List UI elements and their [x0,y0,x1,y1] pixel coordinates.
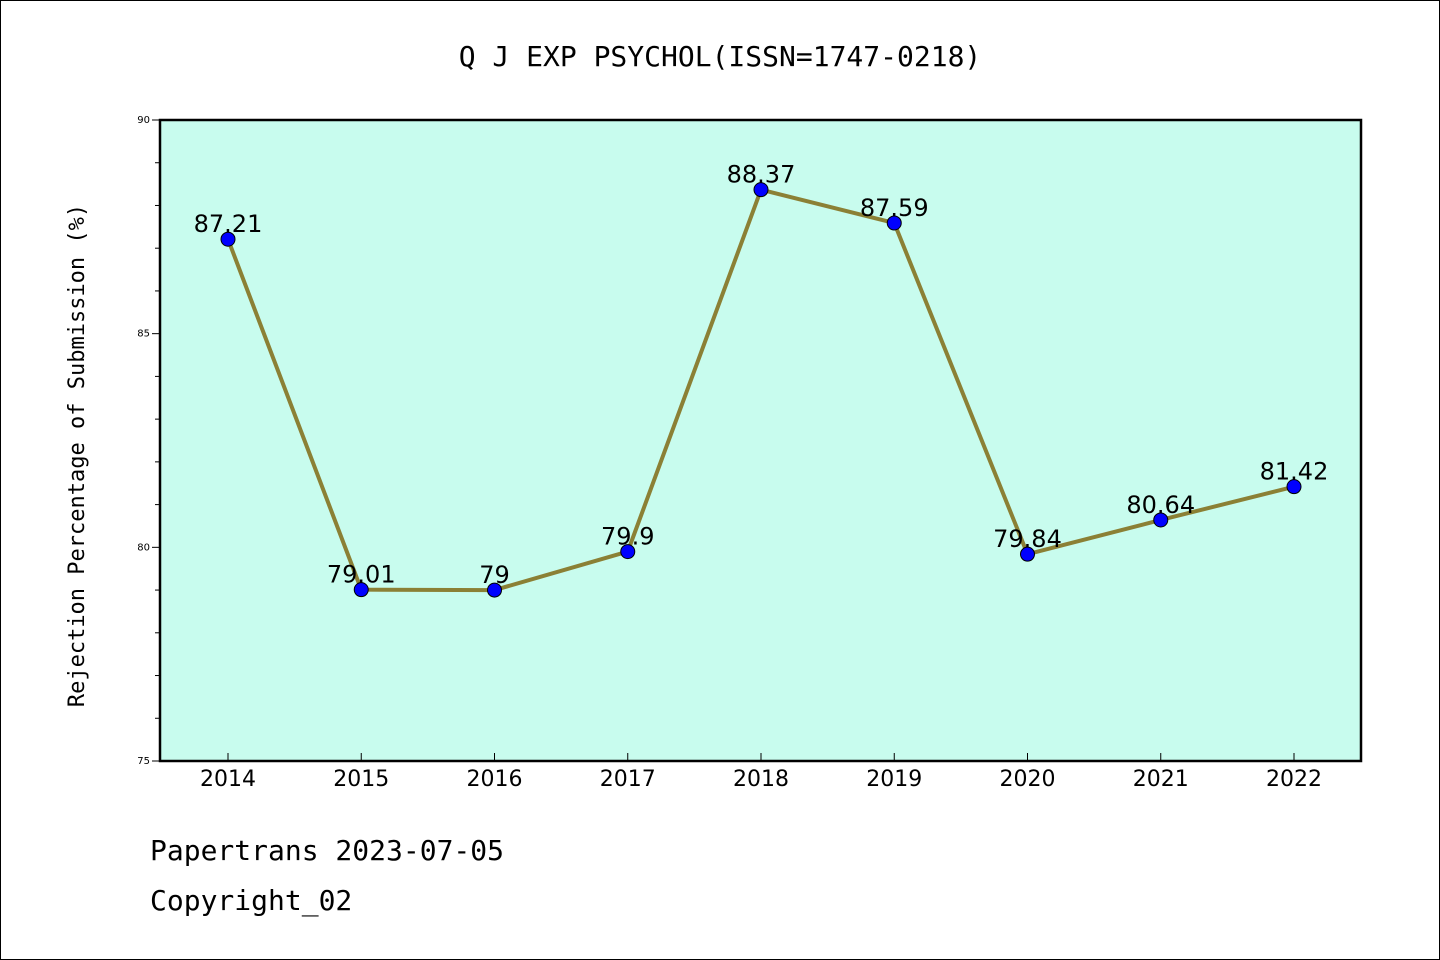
y-tick-label: 85 [137,329,150,340]
data-point-marker [220,231,236,247]
x-axis: 2014 2015 2016 2017 2018 2019 2020 2021 2022 [200,753,1322,792]
y-tick-label: 75 [137,756,150,767]
data-point-marker [886,215,902,231]
x-tick-label: 2020 [1000,767,1056,792]
x-tick-label: 2015 [333,767,389,792]
chart-title: Q J EXP PSYCHOL(ISSN=1747-0218) [459,40,982,73]
y-tick-label: 90 [137,115,150,126]
x-tick-label: 2019 [866,767,922,792]
data-point-marker [487,582,502,598]
data-value-label: 79.01 [327,561,396,589]
data-point-marker [753,182,769,198]
data-value-label: 79.84 [993,525,1062,553]
data-value-label: 81.42 [1260,458,1329,486]
data-labels: 87.21 79.01 79 79.9 88.37 87.59 79.84 80.64 81.4… [194,161,1329,589]
x-tick-label: 2022 [1266,767,1322,792]
x-tick-label: 2018 [733,767,789,792]
data-point-marker [1020,546,1035,562]
x-tick-label: 2014 [200,767,256,792]
data-point-marker [1153,512,1169,528]
plot-area [158,118,1363,763]
y-axis-label: Rejection Percentage of Submission (%) [65,204,90,707]
data-point-marker [353,582,369,598]
data-value-label: 80.64 [1126,491,1195,519]
footer-date-text: Papertrans 2023-07-05 [150,834,505,867]
data-value-label: 79 [479,561,510,589]
data-value-label: 88.37 [727,161,796,189]
data-value-label: 87.59 [860,194,929,222]
footer-copyright-text: Copyright_02 [150,884,353,917]
x-tick-label: 2021 [1133,767,1189,792]
data-point-marker [620,544,636,560]
x-tick-label: 2016 [467,767,523,792]
data-value-label: 87.21 [194,210,263,238]
data-markers [220,182,1302,598]
data-value-label: 79.9 [601,523,654,551]
data-point-marker [1286,479,1302,495]
y-tick-label: 80 [137,542,150,553]
y-axis: 75 80 85 90 [137,115,160,767]
x-tick-label: 2017 [600,767,656,792]
